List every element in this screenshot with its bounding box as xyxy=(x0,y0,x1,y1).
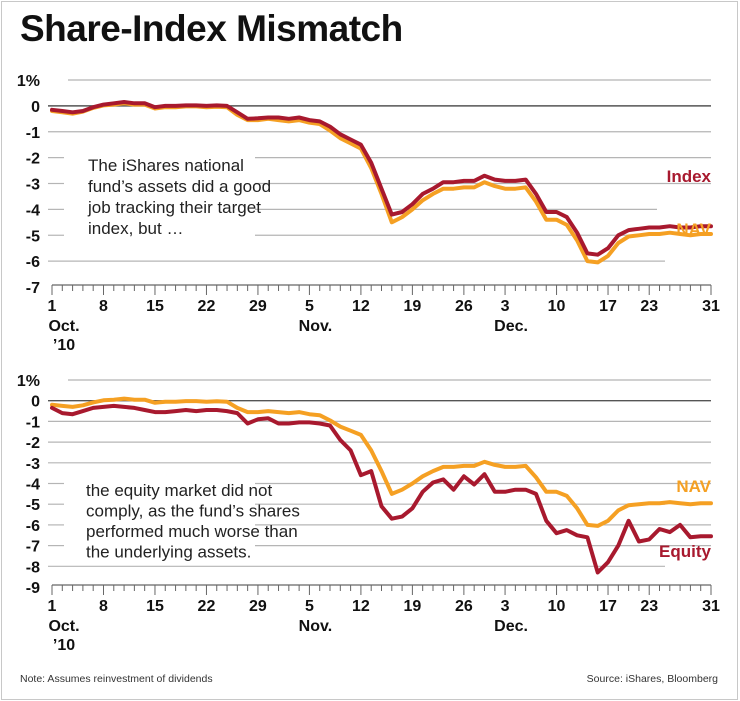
y-tick-label: -4 xyxy=(26,477,40,494)
x-tick-label: 15 xyxy=(146,298,164,315)
x-period-label: ’10 xyxy=(53,637,75,654)
y-tick-label: -1 xyxy=(26,414,40,431)
y-tick-label: -3 xyxy=(26,177,40,194)
x-tick-label: 31 xyxy=(702,298,720,315)
x-tick-label: 22 xyxy=(198,298,216,315)
x-tick-label: 3 xyxy=(501,598,510,615)
annotation-line: comply, as the fund’s shares xyxy=(86,502,300,521)
x-tick-label: 5 xyxy=(305,298,314,315)
x-tick-label: 22 xyxy=(198,598,216,615)
x-tick-label: 29 xyxy=(249,598,267,615)
legend-label-equity: Equity xyxy=(659,542,711,561)
x-period-label: ’10 xyxy=(53,337,75,354)
y-tick-label: -4 xyxy=(26,202,40,219)
y-tick-label: -2 xyxy=(26,435,40,452)
x-tick-label: 17 xyxy=(599,598,617,615)
x-tick-label: 26 xyxy=(455,598,473,615)
x-tick-label: 29 xyxy=(249,298,267,315)
x-tick-label: 5 xyxy=(305,598,314,615)
chart-title: Share-Index Mismatch xyxy=(20,8,403,49)
x-tick-label: 10 xyxy=(548,298,566,315)
legend-label-nav: NAV xyxy=(676,220,711,239)
x-tick-label: 23 xyxy=(640,298,658,315)
x-tick-label: 1 xyxy=(48,598,57,615)
x-period-label: Oct. xyxy=(48,618,79,635)
footnote: Note: Assumes reinvestment of dividends xyxy=(20,673,213,685)
x-period-label: Nov. xyxy=(299,618,332,635)
x-tick-label: 10 xyxy=(548,598,566,615)
x-period-label: Nov. xyxy=(299,318,332,335)
x-tick-label: 1 xyxy=(48,298,57,315)
y-tick-label: -1 xyxy=(26,125,40,142)
y-tick-label: -3 xyxy=(26,456,40,473)
annotation-line: the equity market did not xyxy=(86,481,272,500)
y-tick-label: -5 xyxy=(26,497,40,514)
y-tick-label: 1% xyxy=(17,73,40,90)
x-tick-label: 12 xyxy=(352,298,370,315)
x-tick-label: 23 xyxy=(640,598,658,615)
x-tick-label: 17 xyxy=(599,298,617,315)
y-tick-label: 1% xyxy=(17,373,40,390)
annotation-line: The iShares national xyxy=(88,156,244,175)
y-tick-label: 0 xyxy=(31,99,40,116)
series-line-equity xyxy=(50,403,713,575)
x-period-label: Oct. xyxy=(48,318,79,335)
annotation-line: fund’s assets did a good xyxy=(88,177,271,196)
x-period-label: Dec. xyxy=(494,318,528,335)
x-tick-label: 19 xyxy=(403,598,421,615)
annotation-line: index, but … xyxy=(88,219,183,238)
y-tick-label: -8 xyxy=(26,559,40,576)
annotation-line: performed much worse than xyxy=(86,522,298,541)
series-line-index xyxy=(50,100,713,257)
x-period-label: Dec. xyxy=(494,618,528,635)
series-line-nav xyxy=(50,396,713,528)
x-tick-label: 8 xyxy=(99,298,108,315)
x-tick-label: 12 xyxy=(352,598,370,615)
y-tick-label: -7 xyxy=(26,539,40,556)
y-tick-label: -6 xyxy=(26,518,40,535)
legend-label-index: Index xyxy=(667,167,712,186)
annotation-line: job tracking their target xyxy=(87,198,261,217)
y-tick-label: -9 xyxy=(26,580,40,597)
x-tick-label: 31 xyxy=(702,598,720,615)
annotation-line: the underlying assets. xyxy=(86,543,251,562)
x-tick-label: 19 xyxy=(403,298,421,315)
x-tick-label: 15 xyxy=(146,598,164,615)
x-tick-label: 26 xyxy=(455,298,473,315)
x-tick-label: 8 xyxy=(99,598,108,615)
source-credit: Source: iShares, Bloomberg xyxy=(586,673,718,685)
y-tick-label: -2 xyxy=(26,151,40,168)
x-tick-label: 3 xyxy=(501,298,510,315)
y-tick-label: -7 xyxy=(26,280,40,297)
legend-label-nav: NAV xyxy=(676,477,711,496)
y-tick-label: -5 xyxy=(26,228,40,245)
y-tick-label: -6 xyxy=(26,254,40,271)
y-tick-label: 0 xyxy=(31,394,40,411)
